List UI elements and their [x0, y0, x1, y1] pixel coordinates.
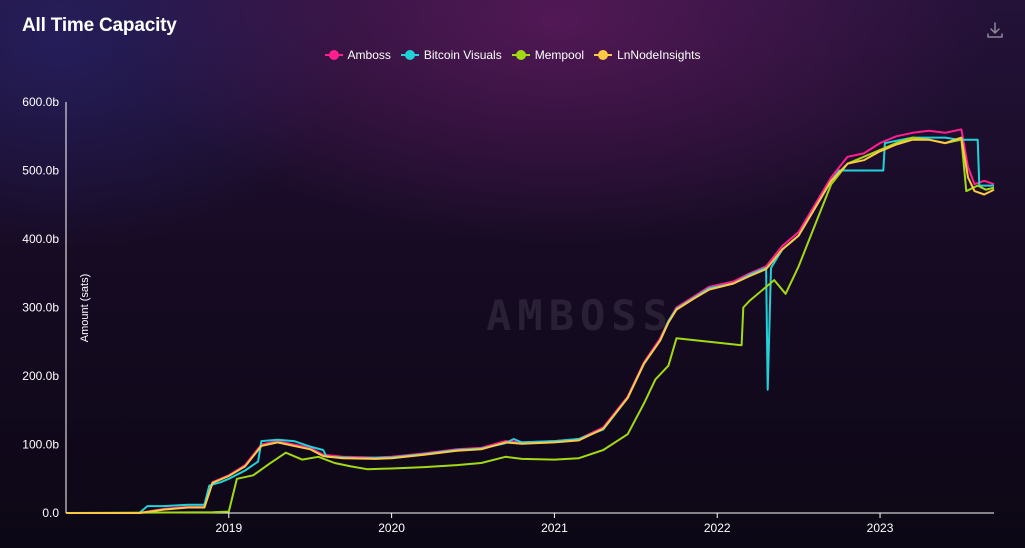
legend-item-lnnodeinsights[interactable]: LnNodeInsights	[594, 48, 700, 62]
watermark-text: AMBOSS	[486, 291, 674, 340]
legend-marker-icon	[324, 50, 343, 60]
x-tick-label: 2023	[867, 521, 894, 535]
legend-item-amboss[interactable]: Amboss	[324, 48, 391, 62]
series-line-lnnodeinsights	[66, 136, 995, 514]
chart-title: All Time Capacity	[22, 15, 177, 36]
y-tick-label: 0.0	[42, 506, 59, 520]
legend-label: Mempool	[534, 48, 585, 62]
series-line-mempool	[65, 136, 995, 514]
legend-label: LnNodeInsights	[617, 48, 701, 62]
y-tick-label: 500.0b	[22, 164, 59, 178]
download-icon[interactable]	[985, 20, 1005, 40]
y-axis-title: Amount (sats)	[79, 274, 91, 342]
y-tick-label: 100.0b	[22, 438, 59, 452]
y-tick-label: 400.0b	[22, 232, 59, 246]
y-tick-label: 300.0b	[22, 301, 59, 315]
x-tick-label: 2020	[378, 521, 405, 535]
y-tick-label: 200.0b	[22, 369, 59, 383]
x-tick-label: 2022	[704, 521, 731, 535]
legend-item-bitcoin-visuals[interactable]: Bitcoin Visuals	[400, 48, 502, 62]
y-tick-label: 600.0b	[22, 95, 59, 109]
legend-marker-icon	[511, 50, 530, 60]
legend-label: Amboss	[347, 48, 391, 62]
legend-item-mempool[interactable]: Mempool	[511, 48, 585, 62]
legend-marker-icon	[400, 50, 419, 60]
chart-legend: Amboss Bitcoin Visuals Mempool LnNodeInsigh…	[0, 48, 1025, 62]
x-tick-label: 2021	[541, 521, 568, 535]
legend-marker-icon	[594, 50, 613, 60]
x-tick-label: 2019	[215, 521, 242, 535]
legend-label: Bitcoin Visuals	[423, 48, 502, 62]
amboss-watermark: AMBOSS	[486, 291, 674, 340]
